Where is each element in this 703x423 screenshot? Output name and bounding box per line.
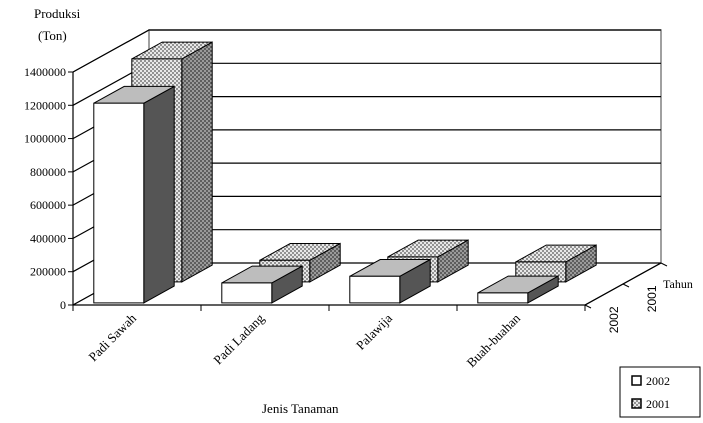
bar-2002-4 — [477, 275, 559, 304]
y-tick-label: 800000 — [30, 165, 66, 179]
x-axis-title: Jenis Tanaman — [262, 401, 339, 416]
bar-2002-3 — [349, 258, 431, 304]
depth-axis-title: Tahun — [663, 277, 693, 291]
back-wall — [148, 29, 662, 263]
y-tick-label: 1200000 — [24, 98, 66, 112]
depth-axis: 2002 2001 — [584, 262, 668, 333]
legend-label-2002: 2002 — [646, 374, 670, 388]
depth-tick-mark — [584, 304, 592, 309]
y-axis-title-line2: (Ton) — [38, 28, 67, 43]
bar-side — [143, 85, 175, 304]
y-tick-label: 400000 — [30, 231, 66, 245]
depth-tick-mark — [660, 262, 668, 267]
bar-side — [181, 41, 213, 283]
legend-swatch-2001 — [631, 398, 642, 409]
x-tick-label: Buah-buahan — [464, 310, 524, 370]
y-tick-label: 600000 — [30, 198, 66, 212]
y-tick-label: 1000000 — [24, 132, 66, 146]
y-axis: 0 200000 400000 600000 800000 1000000 1200000 1… — [24, 65, 74, 312]
legend-swatch-2002 — [631, 375, 642, 386]
x-tick-label: Padi Sawah — [85, 310, 139, 364]
depth-tick-label: 2001 — [645, 285, 659, 312]
x-axis: Padi Sawah Padi Ladang Palawija Buah-buahan — [72, 305, 586, 370]
y-axis-title-line1: Produksi — [34, 6, 81, 21]
y-tick-label: 1400000 — [24, 65, 66, 79]
x-tick-label: Palawija — [353, 310, 395, 352]
gridline — [72, 29, 661, 73]
bar-2002-2 — [221, 265, 303, 304]
legend-label-2001: 2001 — [646, 397, 670, 411]
x-tick-label: Padi Ladang — [210, 310, 267, 367]
legend: 2002 2001 — [619, 366, 701, 418]
y-tick-label: 200000 — [30, 265, 66, 279]
bar-front — [349, 275, 401, 304]
bar-front — [221, 282, 273, 304]
depth-tick-mark — [622, 283, 630, 288]
bars — [93, 41, 597, 304]
depth-tick-label: 2002 — [607, 306, 621, 333]
bar-2002-1 — [93, 85, 175, 304]
bar-front — [93, 102, 145, 304]
bar-front — [477, 292, 529, 304]
y-tick-label: 0 — [60, 298, 66, 312]
